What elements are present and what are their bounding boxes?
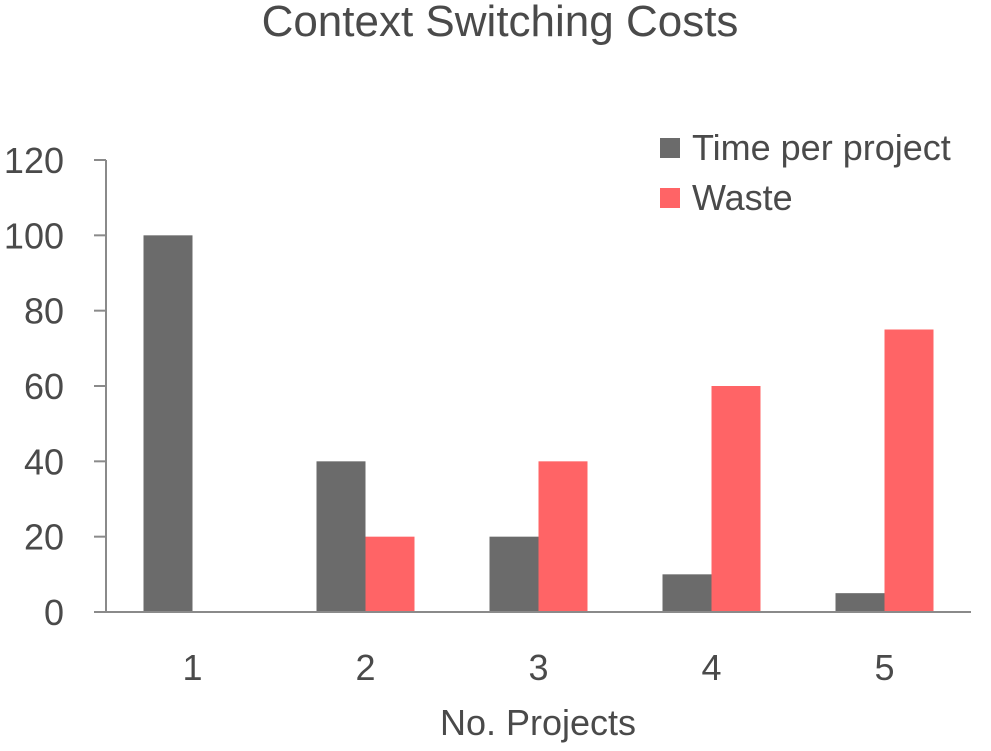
chart-title: Context Switching Costs	[262, 0, 739, 46]
legend-label: Waste	[692, 177, 793, 218]
x-tick-label: 3	[528, 647, 548, 688]
y-tick-label: 120	[4, 140, 64, 181]
bar-time-per-project-2	[316, 461, 366, 612]
bar-time-per-project-3	[489, 536, 539, 612]
legend-swatch	[660, 138, 680, 158]
bar-waste-5	[884, 329, 934, 612]
x-tick-label: 1	[182, 647, 202, 688]
bar-time-per-project-1	[143, 235, 193, 613]
x-tick-label: 5	[874, 647, 894, 688]
legend-label: Time per project	[692, 127, 951, 168]
y-tick-label: 100	[4, 215, 64, 256]
bar-waste-3	[538, 461, 588, 612]
x-axis-label: No. Projects	[440, 702, 636, 743]
legend: Time per project Waste	[660, 127, 951, 218]
y-tick-label: 0	[44, 592, 64, 633]
x-tick-label: 4	[701, 647, 721, 688]
y-tick-label: 20	[24, 517, 64, 558]
bar-waste-4	[711, 386, 761, 612]
y-tick-label: 60	[24, 366, 64, 407]
legend-swatch	[660, 188, 680, 208]
x-tick-label: 2	[355, 647, 375, 688]
bar-time-per-project-4	[662, 574, 712, 612]
bar-time-per-project-5	[835, 593, 885, 612]
y-tick-label: 80	[24, 291, 64, 332]
bar-waste-2	[365, 536, 415, 612]
y-tick-label: 40	[24, 441, 64, 482]
plot-area: 0 20 40 60 80 100 120 1 2 3 4 5	[4, 140, 971, 688]
